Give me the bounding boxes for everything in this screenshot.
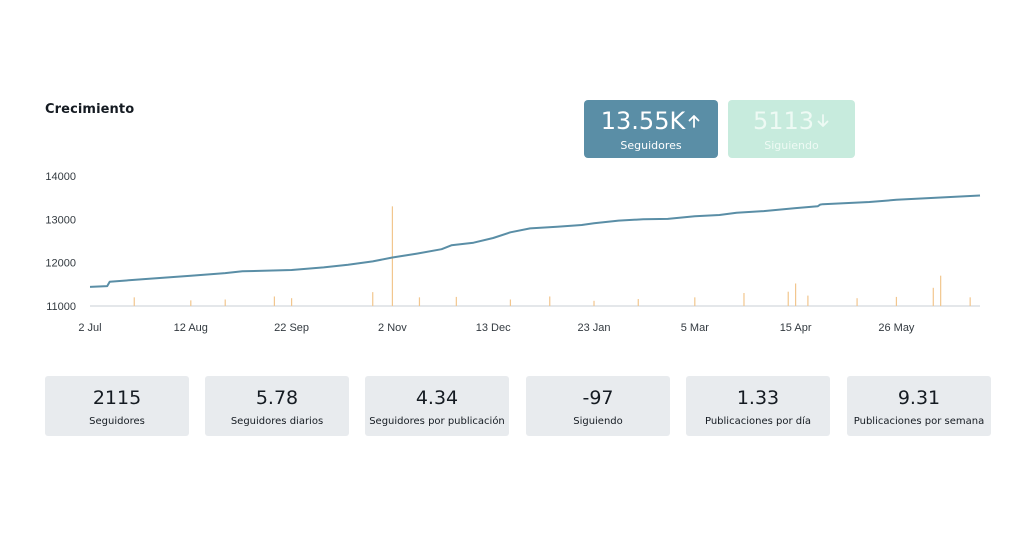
posts-bar: [743, 293, 745, 306]
posts-bar: [455, 296, 457, 306]
following-badge-label: Siguiendo: [764, 138, 819, 152]
posts-bar: [969, 297, 971, 306]
followers-line: [89, 194, 981, 288]
stat-card-daily-followers: 5.78 Seguidores diarios: [205, 376, 349, 436]
stat-value: 5.78: [255, 386, 299, 409]
x-tick-label: 26 May: [878, 322, 915, 334]
x-tick-label: 23 Jan: [577, 322, 610, 334]
posts-bar: [795, 283, 797, 306]
posts-bar: [372, 292, 374, 306]
stats-row: 2115 Seguidores 5.78 Seguidores diarios …: [45, 376, 991, 436]
x-tick-label: 5 Mar: [681, 322, 709, 334]
posts-bar: [549, 296, 551, 306]
stat-value: 2115: [92, 386, 142, 409]
arrow-down-icon: [817, 113, 829, 127]
following-badge: 5113 Siguiendo: [728, 100, 855, 158]
x-tick-label: 12 Aug: [174, 322, 208, 334]
stat-label: Seguidores por publicación: [369, 415, 505, 427]
posts-bar: [856, 298, 858, 306]
posts-bar: [637, 299, 639, 306]
followers-badge: 13.55K Seguidores: [584, 100, 718, 158]
stat-value: 9.31: [897, 386, 941, 409]
followers-badge-label: Seguidores: [620, 138, 682, 152]
posts-bar: [509, 299, 512, 306]
stat-label: Publicaciones por día: [704, 415, 811, 427]
posts-bar: [932, 287, 934, 306]
arrow-up-icon: [688, 114, 700, 128]
stat-card-following: -97 Siguiendo: [526, 376, 670, 436]
x-tick-label: 2 Nov: [378, 322, 407, 334]
posts-bar: [940, 275, 942, 306]
posts-bar: [895, 296, 898, 306]
stat-card-posts-per-day: 1.33 Publicaciones por día: [686, 376, 830, 436]
posts-bar: [391, 206, 394, 306]
posts-bar: [787, 291, 789, 306]
x-tick-label: 2 Jul: [78, 322, 101, 334]
x-tick-label: 22 Sep: [274, 322, 309, 334]
stat-value: -97: [582, 386, 614, 409]
stat-label: Seguidores diarios: [230, 415, 324, 427]
posts-bar: [418, 297, 421, 306]
stat-label: Seguidores: [89, 415, 145, 427]
y-tick-label: 14000: [45, 171, 76, 183]
stat-card-followers-per-post: 4.34 Seguidores por publicación: [365, 376, 509, 436]
section-title: Crecimiento: [45, 102, 135, 117]
posts-bar: [190, 300, 192, 306]
posts-bar: [807, 295, 809, 306]
following-badge-value: 5113: [752, 106, 815, 135]
posts-bar: [224, 299, 226, 306]
y-tick-label: 12000: [45, 258, 76, 270]
y-tick-label: 13000: [45, 214, 76, 226]
stat-label: Publicaciones por semana: [853, 415, 985, 427]
stat-card-followers: 2115 Seguidores: [45, 376, 189, 436]
posts-bar: [273, 296, 275, 306]
x-tick-label: 13 Dec: [476, 322, 511, 334]
posts-bar: [593, 300, 595, 306]
posts-bar: [291, 298, 293, 306]
posts-bar: [133, 297, 135, 306]
stat-label: Siguiendo: [573, 415, 623, 427]
followers-badge-value: 13.55K: [600, 106, 686, 135]
x-tick-label: 15 Apr: [780, 322, 812, 334]
stat-value: 4.34: [415, 386, 459, 409]
posts-bar: [694, 297, 696, 306]
growth-chart: 11000 12000 13000 14000 2 Jul 12 Aug 22 Sep 2 …: [45, 171, 981, 334]
stat-card-posts-per-week: 9.31 Publicaciones por semana: [847, 376, 991, 436]
stat-value: 1.33: [736, 386, 780, 409]
y-tick-label: 11000: [46, 301, 76, 313]
